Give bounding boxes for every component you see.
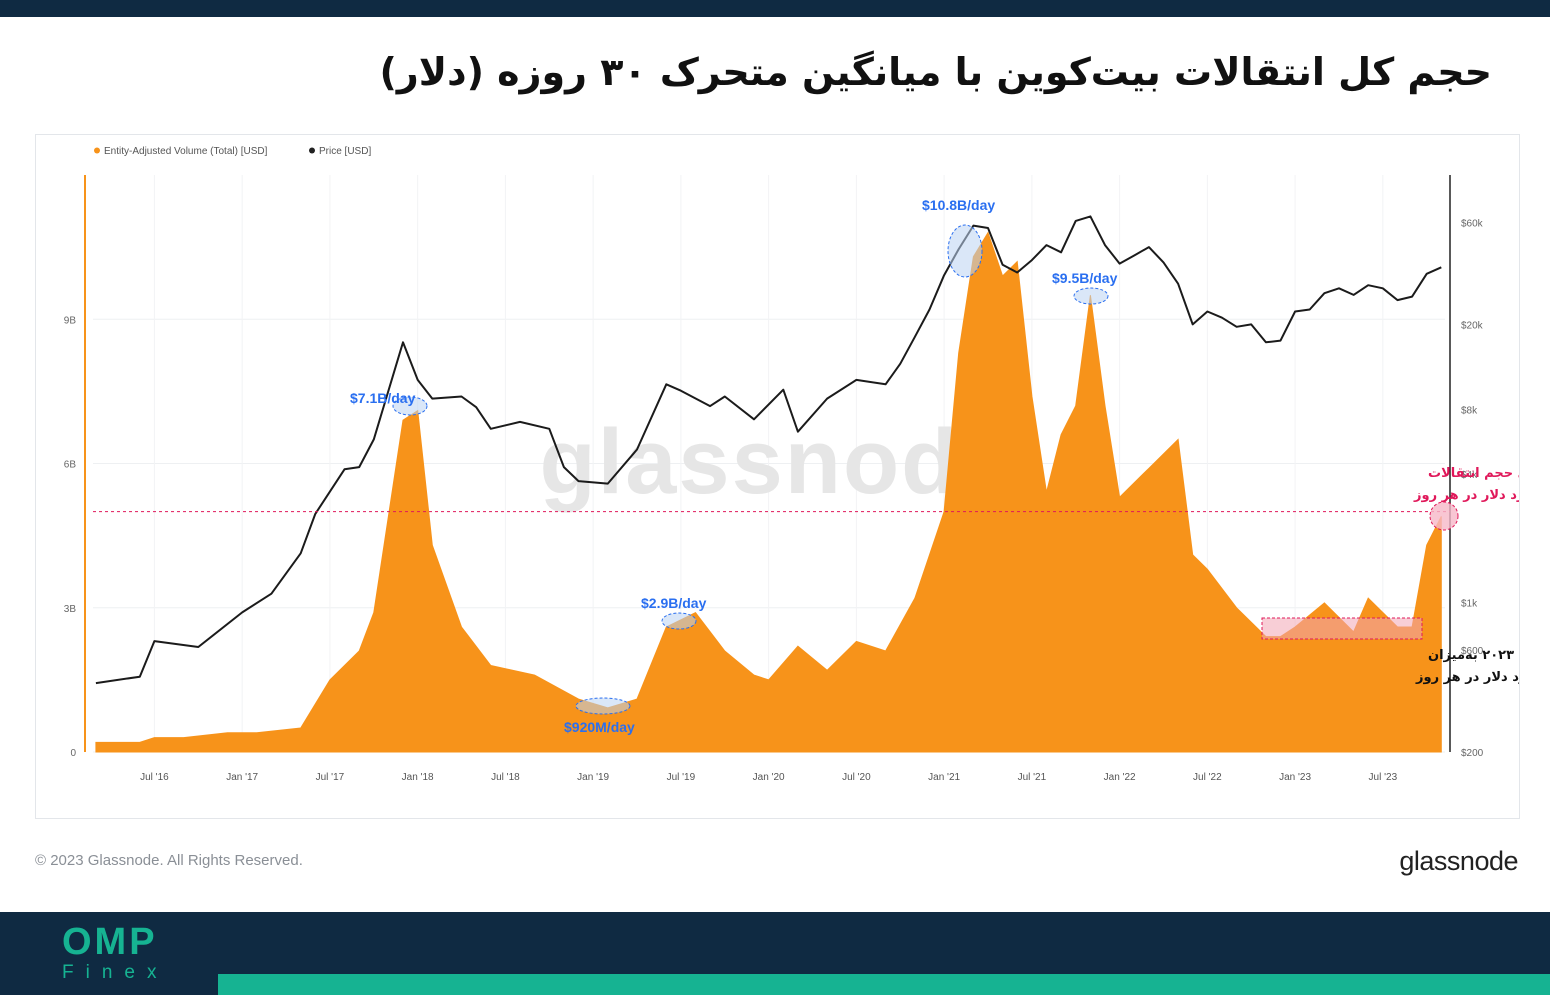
copyright-text: © 2023 Glassnode. All Rights Reserved.: [35, 852, 303, 869]
x-tick-label: Jul '22: [1193, 772, 1222, 783]
y-left-tick-label: 6B: [64, 460, 77, 471]
low-2019-highlight: [575, 697, 631, 715]
omp-logo: OMP: [62, 921, 158, 963]
peak-2017-highlight: [392, 396, 428, 416]
volume-price-chart: glassnode Entity-Adjusted Volume (Total)…: [64, 146, 1519, 783]
low-2019-label: $920M/day: [564, 719, 635, 735]
spike-text-line1: افزایش ناگهانی حجم انتقالات: [1428, 465, 1519, 481]
peak-2017-label: $7.1B/day: [350, 390, 416, 406]
peak-2021b-highlight: [1073, 287, 1109, 305]
x-tick-label: Jan '20: [753, 772, 785, 783]
y-left-tick-label: 0: [70, 748, 76, 759]
peak-2019-highlight: [661, 612, 697, 630]
spike-highlight: [1429, 501, 1459, 531]
legend-volume-dot: [94, 147, 100, 154]
legend-price-label[interactable]: Price [USD]: [319, 146, 371, 157]
y-right-tick-label: $8k: [1461, 406, 1478, 417]
y-right-tick-label: $200: [1461, 748, 1484, 759]
x-tick-label: Jul '16: [140, 772, 169, 783]
peak-2021b-label: $9.5B/day: [1052, 270, 1118, 286]
y-right-tick-label: $4k: [1461, 470, 1478, 481]
page-title: حجم کل انتقالات بیت‌کوین با میانگین متحر…: [379, 50, 1492, 94]
watermark-text: glassnode: [539, 411, 1012, 513]
x-tick-label: Jul '21: [1018, 772, 1047, 783]
peak-2021a-highlight: [947, 224, 983, 278]
x-tick-label: Jan '23: [1279, 772, 1311, 783]
glassnode-logo: glassnode: [1399, 846, 1518, 876]
x-tick-label: Jul '20: [842, 772, 871, 783]
y-right-tick-label: $60k: [1461, 218, 1484, 229]
x-tick-label: Jan '22: [1104, 772, 1136, 783]
price-line: [95, 215, 1442, 685]
floor-text-line1: کف‌های سال ۲۰۲۳ به‌میزان: [1428, 648, 1519, 663]
y-right-tick-label: $20k: [1461, 320, 1484, 331]
top-header-bar: [0, 0, 1550, 17]
peak-2021a-label: $10.8B/day: [922, 197, 995, 213]
legend-volume-label[interactable]: Entity-Adjusted Volume (Total) [USD]: [104, 146, 268, 157]
x-tick-label: Jul '17: [316, 772, 345, 783]
chart-legend: Entity-Adjusted Volume (Total) [USD] Pri…: [94, 146, 371, 157]
x-tick-label: Jan '18: [402, 772, 434, 783]
annotations: $7.1B/day $920M/day $2.9B/day $10.8B/day…: [350, 197, 1519, 735]
axes: 0 3B 6B 9B $200 $600 $1k $4k $8k $20k $60k Jul '16 J…: [64, 175, 1484, 783]
x-tick-label: Jan '19: [577, 772, 609, 783]
legend-price-dot: [309, 147, 315, 154]
x-tick-label: Jul '23: [1369, 772, 1398, 783]
price-line-series: [95, 215, 1442, 685]
x-tick-label: Jan '21: [928, 772, 960, 783]
x-tick-label: Jul '19: [667, 772, 696, 783]
x-tick-label: Jul '18: [491, 772, 520, 783]
peak-2019-label: $2.9B/day: [641, 595, 707, 611]
spike-text-line2: به ۵ میلیارد دلار در هر روز: [1413, 488, 1519, 503]
y-left-tick-label: 3B: [64, 604, 77, 615]
x-tick-label: Jan '17: [226, 772, 258, 783]
chart-panel: glassnode Entity-Adjusted Volume (Total)…: [35, 134, 1520, 819]
finex-logo-text: Finex: [62, 962, 169, 983]
y-left-tick-label: 9B: [64, 315, 77, 326]
footer-accent-stripe: [218, 974, 1550, 995]
floor-text-line2: ۲.۴ میلیارد دلار در هر روز: [1415, 670, 1519, 685]
y-right-tick-label: $600: [1461, 646, 1484, 657]
y-right-tick-label: $1k: [1461, 599, 1478, 610]
floor-2023-highlight: [1261, 617, 1423, 640]
